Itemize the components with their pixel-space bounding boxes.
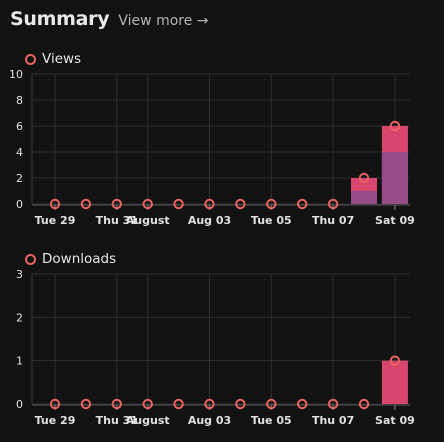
data-point[interactable] bbox=[204, 198, 215, 210]
data-point[interactable] bbox=[327, 398, 339, 410]
x-tick-label: Sat 09 bbox=[375, 214, 415, 227]
data-point[interactable] bbox=[80, 398, 92, 410]
views-legend[interactable]: Views bbox=[25, 51, 81, 67]
data-point[interactable] bbox=[389, 120, 401, 132]
page-title: Summary bbox=[10, 8, 110, 30]
x-tick-label: Thu 07 bbox=[312, 214, 354, 227]
y-tick-label: 0 bbox=[16, 398, 23, 411]
x-tick-label: Thu 31 bbox=[96, 414, 138, 427]
data-point[interactable] bbox=[389, 355, 401, 366]
x-tick-label: Tue 29 bbox=[35, 414, 76, 427]
y-tick-label: 8 bbox=[16, 94, 23, 107]
data-point[interactable] bbox=[235, 398, 246, 410]
data-point[interactable] bbox=[142, 198, 153, 210]
x-tick-label: August bbox=[126, 414, 170, 427]
view-more-link[interactable]: View more → bbox=[118, 13, 209, 29]
downloads-legend[interactable]: Downloads bbox=[25, 251, 116, 267]
data-point[interactable] bbox=[297, 398, 308, 410]
y-tick-label: 10 bbox=[9, 68, 23, 81]
bar-overlay[interactable] bbox=[381, 152, 408, 204]
y-tick-label: 2 bbox=[16, 172, 23, 185]
data-point[interactable] bbox=[49, 398, 61, 410]
x-tick-label: Tue 05 bbox=[251, 414, 292, 427]
y-tick-label: 2 bbox=[16, 311, 23, 324]
data-point[interactable] bbox=[111, 198, 123, 210]
data-point[interactable] bbox=[80, 198, 92, 210]
y-tick-label: 6 bbox=[16, 120, 23, 133]
y-tick-label: 0 bbox=[16, 198, 23, 211]
x-tick-label: Thu 31 bbox=[96, 214, 138, 227]
data-point[interactable] bbox=[327, 198, 339, 210]
data-point[interactable] bbox=[358, 172, 370, 184]
data-point[interactable] bbox=[266, 398, 277, 410]
y-tick-label: 3 bbox=[16, 268, 23, 281]
data-point[interactable] bbox=[204, 398, 215, 410]
bar[interactable] bbox=[381, 360, 408, 404]
data-point[interactable] bbox=[235, 198, 246, 210]
circle-marker-icon bbox=[25, 253, 36, 265]
x-tick-label: Tue 29 bbox=[35, 214, 76, 227]
downloads-legend-label: Downloads bbox=[42, 251, 117, 267]
circle-marker-icon bbox=[25, 53, 36, 65]
x-tick-label: Tue 05 bbox=[251, 214, 292, 227]
x-tick-label: August bbox=[126, 214, 170, 227]
data-point[interactable] bbox=[173, 398, 184, 410]
bar-overlay[interactable] bbox=[351, 191, 377, 204]
y-tick-label: 1 bbox=[16, 355, 23, 368]
data-point[interactable] bbox=[142, 398, 153, 410]
views-legend-label: Views bbox=[42, 51, 82, 67]
y-tick-label: 4 bbox=[16, 146, 23, 159]
data-point[interactable] bbox=[173, 198, 184, 210]
x-tick-label: Sat 09 bbox=[375, 414, 415, 427]
x-tick-label: Aug 03 bbox=[188, 214, 231, 227]
x-tick-label: Thu 07 bbox=[312, 414, 354, 427]
data-point[interactable] bbox=[49, 198, 61, 210]
data-point[interactable] bbox=[111, 398, 123, 410]
x-tick-label: Aug 03 bbox=[188, 414, 231, 427]
summary-header: Summary View more → bbox=[10, 8, 209, 38]
data-point[interactable] bbox=[266, 198, 277, 210]
data-point[interactable] bbox=[297, 198, 308, 210]
data-point[interactable] bbox=[358, 398, 370, 410]
